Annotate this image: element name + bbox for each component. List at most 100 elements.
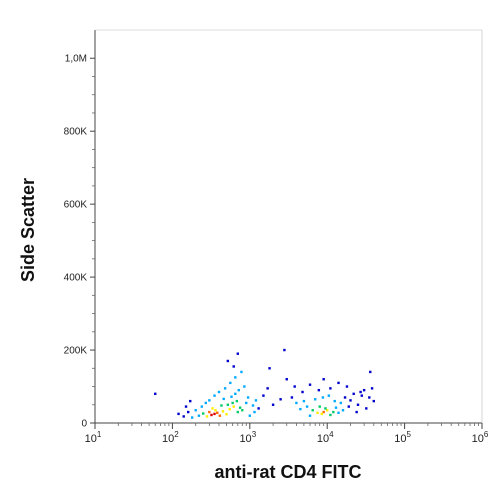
data-point bbox=[237, 388, 240, 392]
data-point bbox=[349, 399, 352, 402]
data-point bbox=[308, 414, 312, 417]
data-point bbox=[279, 398, 282, 401]
data-point bbox=[308, 383, 312, 386]
data-point bbox=[333, 399, 336, 403]
y-tick-label: 200K bbox=[64, 346, 88, 357]
data-point bbox=[251, 404, 255, 407]
data-point bbox=[365, 407, 368, 410]
axis-ticks: 0 200K 400K 600K 800K 1,0M 101 102 103 104 105 106 bbox=[64, 54, 489, 445]
data-point bbox=[182, 415, 185, 418]
data-point bbox=[316, 411, 319, 414]
data-point bbox=[299, 407, 302, 411]
data-point bbox=[194, 409, 197, 412]
x-tick-label: 106 bbox=[472, 430, 489, 445]
data-point bbox=[229, 381, 232, 385]
x-tick-label: 102 bbox=[162, 430, 179, 445]
data-point bbox=[329, 413, 332, 417]
data-point bbox=[208, 410, 211, 414]
data-point bbox=[243, 385, 246, 388]
data-point bbox=[362, 388, 366, 392]
data-point bbox=[293, 385, 296, 388]
data-point bbox=[226, 403, 230, 406]
data-point bbox=[230, 395, 233, 398]
data-point bbox=[369, 370, 372, 374]
data-point bbox=[322, 410, 325, 414]
data-point bbox=[205, 415, 209, 418]
data-point bbox=[305, 405, 309, 408]
data-point bbox=[318, 405, 321, 408]
y-tick-label: 800K bbox=[64, 127, 88, 138]
data-point bbox=[320, 412, 323, 416]
data-point bbox=[200, 405, 204, 408]
x-axis-title: anti-rat CD4 FITC bbox=[214, 462, 361, 482]
data-point bbox=[329, 387, 332, 390]
x-tick-label: 101 bbox=[85, 430, 102, 445]
data-point bbox=[285, 378, 288, 381]
x-tick-label: 105 bbox=[394, 430, 411, 445]
data-point bbox=[240, 370, 243, 374]
data-point bbox=[222, 397, 225, 401]
data-point bbox=[321, 396, 325, 399]
data-point bbox=[234, 392, 237, 396]
data-point bbox=[217, 390, 221, 394]
data-point bbox=[257, 407, 260, 410]
data-point bbox=[236, 410, 240, 414]
data-point bbox=[235, 399, 239, 403]
data-point bbox=[345, 385, 349, 388]
data-point bbox=[301, 390, 304, 394]
data-point bbox=[232, 405, 235, 408]
x-tick-label: 104 bbox=[317, 430, 334, 445]
data-point bbox=[266, 387, 269, 390]
data-point bbox=[337, 381, 340, 385]
data-point bbox=[214, 409, 217, 412]
data-point bbox=[356, 403, 360, 406]
data-point bbox=[295, 401, 298, 405]
data-point bbox=[208, 399, 211, 402]
data-point bbox=[341, 409, 345, 412]
data-point bbox=[177, 412, 180, 416]
data-point bbox=[236, 352, 240, 355]
data-point bbox=[302, 399, 306, 403]
data-point bbox=[213, 412, 216, 416]
data-point bbox=[241, 409, 244, 412]
data-point bbox=[311, 409, 314, 412]
data-point bbox=[210, 413, 213, 417]
data-point bbox=[343, 396, 347, 399]
data-point bbox=[220, 404, 223, 407]
x-tick-label: 103 bbox=[239, 430, 256, 445]
axes bbox=[94, 29, 483, 424]
data-point bbox=[283, 348, 286, 352]
data-point bbox=[211, 407, 214, 410]
data-point bbox=[359, 390, 362, 394]
data-point bbox=[254, 399, 258, 402]
data-point bbox=[190, 416, 194, 419]
data-point bbox=[245, 401, 248, 405]
data-point bbox=[339, 401, 343, 405]
data-point bbox=[268, 367, 271, 370]
data-point bbox=[327, 394, 331, 397]
y-tick-label: 400K bbox=[64, 273, 88, 284]
data-point bbox=[216, 411, 219, 414]
data-point bbox=[332, 410, 335, 414]
data-point bbox=[226, 359, 230, 363]
data-point bbox=[231, 401, 234, 405]
data-point bbox=[334, 406, 338, 409]
data-point bbox=[314, 398, 317, 401]
y-tick-label: 600K bbox=[64, 200, 88, 211]
data-point bbox=[248, 414, 251, 417]
y-tick-label: 0 bbox=[81, 419, 87, 430]
data-point bbox=[290, 396, 294, 399]
data-point bbox=[187, 410, 190, 414]
data-point bbox=[234, 376, 237, 379]
data-point bbox=[221, 410, 225, 413]
data-points bbox=[154, 348, 375, 419]
data-point bbox=[189, 399, 192, 403]
data-point bbox=[197, 414, 201, 417]
data-point bbox=[204, 401, 207, 405]
data-point bbox=[317, 388, 321, 392]
data-point bbox=[218, 414, 222, 417]
data-point bbox=[262, 394, 265, 397]
data-point bbox=[253, 410, 256, 414]
data-point bbox=[352, 392, 355, 396]
